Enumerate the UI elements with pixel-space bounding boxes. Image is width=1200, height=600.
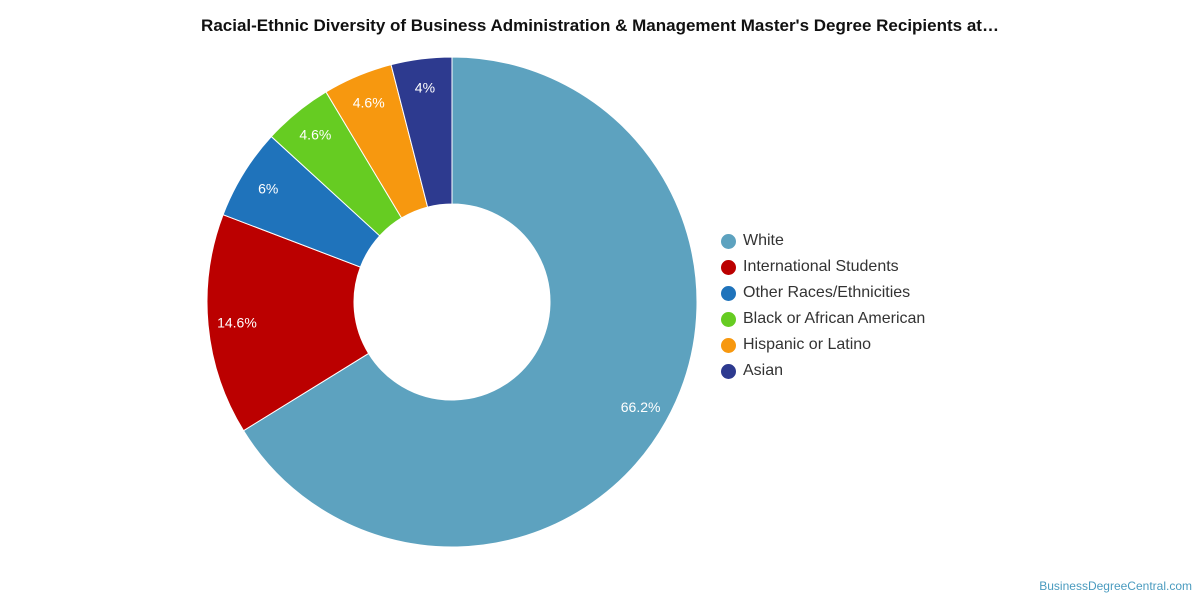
slice-label-asian: 4% [415, 80, 435, 96]
slice-label-international-students: 14.6% [217, 314, 257, 330]
legend-item-asian: Asian [721, 358, 925, 384]
chart-title: Racial-Ethnic Diversity of Business Admi… [201, 16, 999, 35]
chart-legend: White International Students Other Races/E… [721, 228, 925, 384]
legend-swatch-international-students [721, 259, 736, 275]
slice-white [242, 56, 698, 548]
slice-label-black-or-african-american: 4.6% [299, 127, 331, 143]
slice-asian [390, 56, 453, 208]
legend-swatch-asian [721, 363, 736, 379]
slice-label-white: 66.2% [621, 399, 661, 415]
legend-label: Other Races/Ethnicities [743, 284, 911, 301]
legend-swatch-other-races-ethnicities [721, 285, 736, 301]
legend-item-white: White [721, 228, 925, 254]
legend-item-international-students: International Students [721, 254, 925, 280]
slice-international-students [206, 214, 370, 432]
watermark: BusinessDegreeCentral.com [1039, 579, 1192, 593]
slice-label-other-races-ethnicities: 6% [258, 181, 278, 197]
legend-label: International Students [743, 258, 899, 275]
legend-item-other-races-ethnicities: Other Races/Ethnicities [721, 280, 925, 306]
legend-label: Black or African American [743, 310, 926, 327]
slice-label-hispanic-or-latino: 4.6% [353, 95, 385, 111]
slices-group [206, 56, 698, 548]
legend-item-hispanic-or-latino: Hispanic or Latino [721, 332, 925, 358]
legend-swatch-hispanic-or-latino [721, 337, 736, 353]
legend-label: Hispanic or Latino [743, 336, 872, 353]
legend-label: Asian [743, 362, 784, 379]
legend-label: White [743, 232, 784, 249]
legend-item-black-or-african-american: Black or African American [721, 306, 925, 332]
slice-labels-group: 66.2% 14.6% 6% 4.6% 4.6% 4% [217, 80, 660, 416]
legend-swatch-white [721, 233, 736, 249]
legend-swatch-black-or-african-american [721, 311, 736, 327]
